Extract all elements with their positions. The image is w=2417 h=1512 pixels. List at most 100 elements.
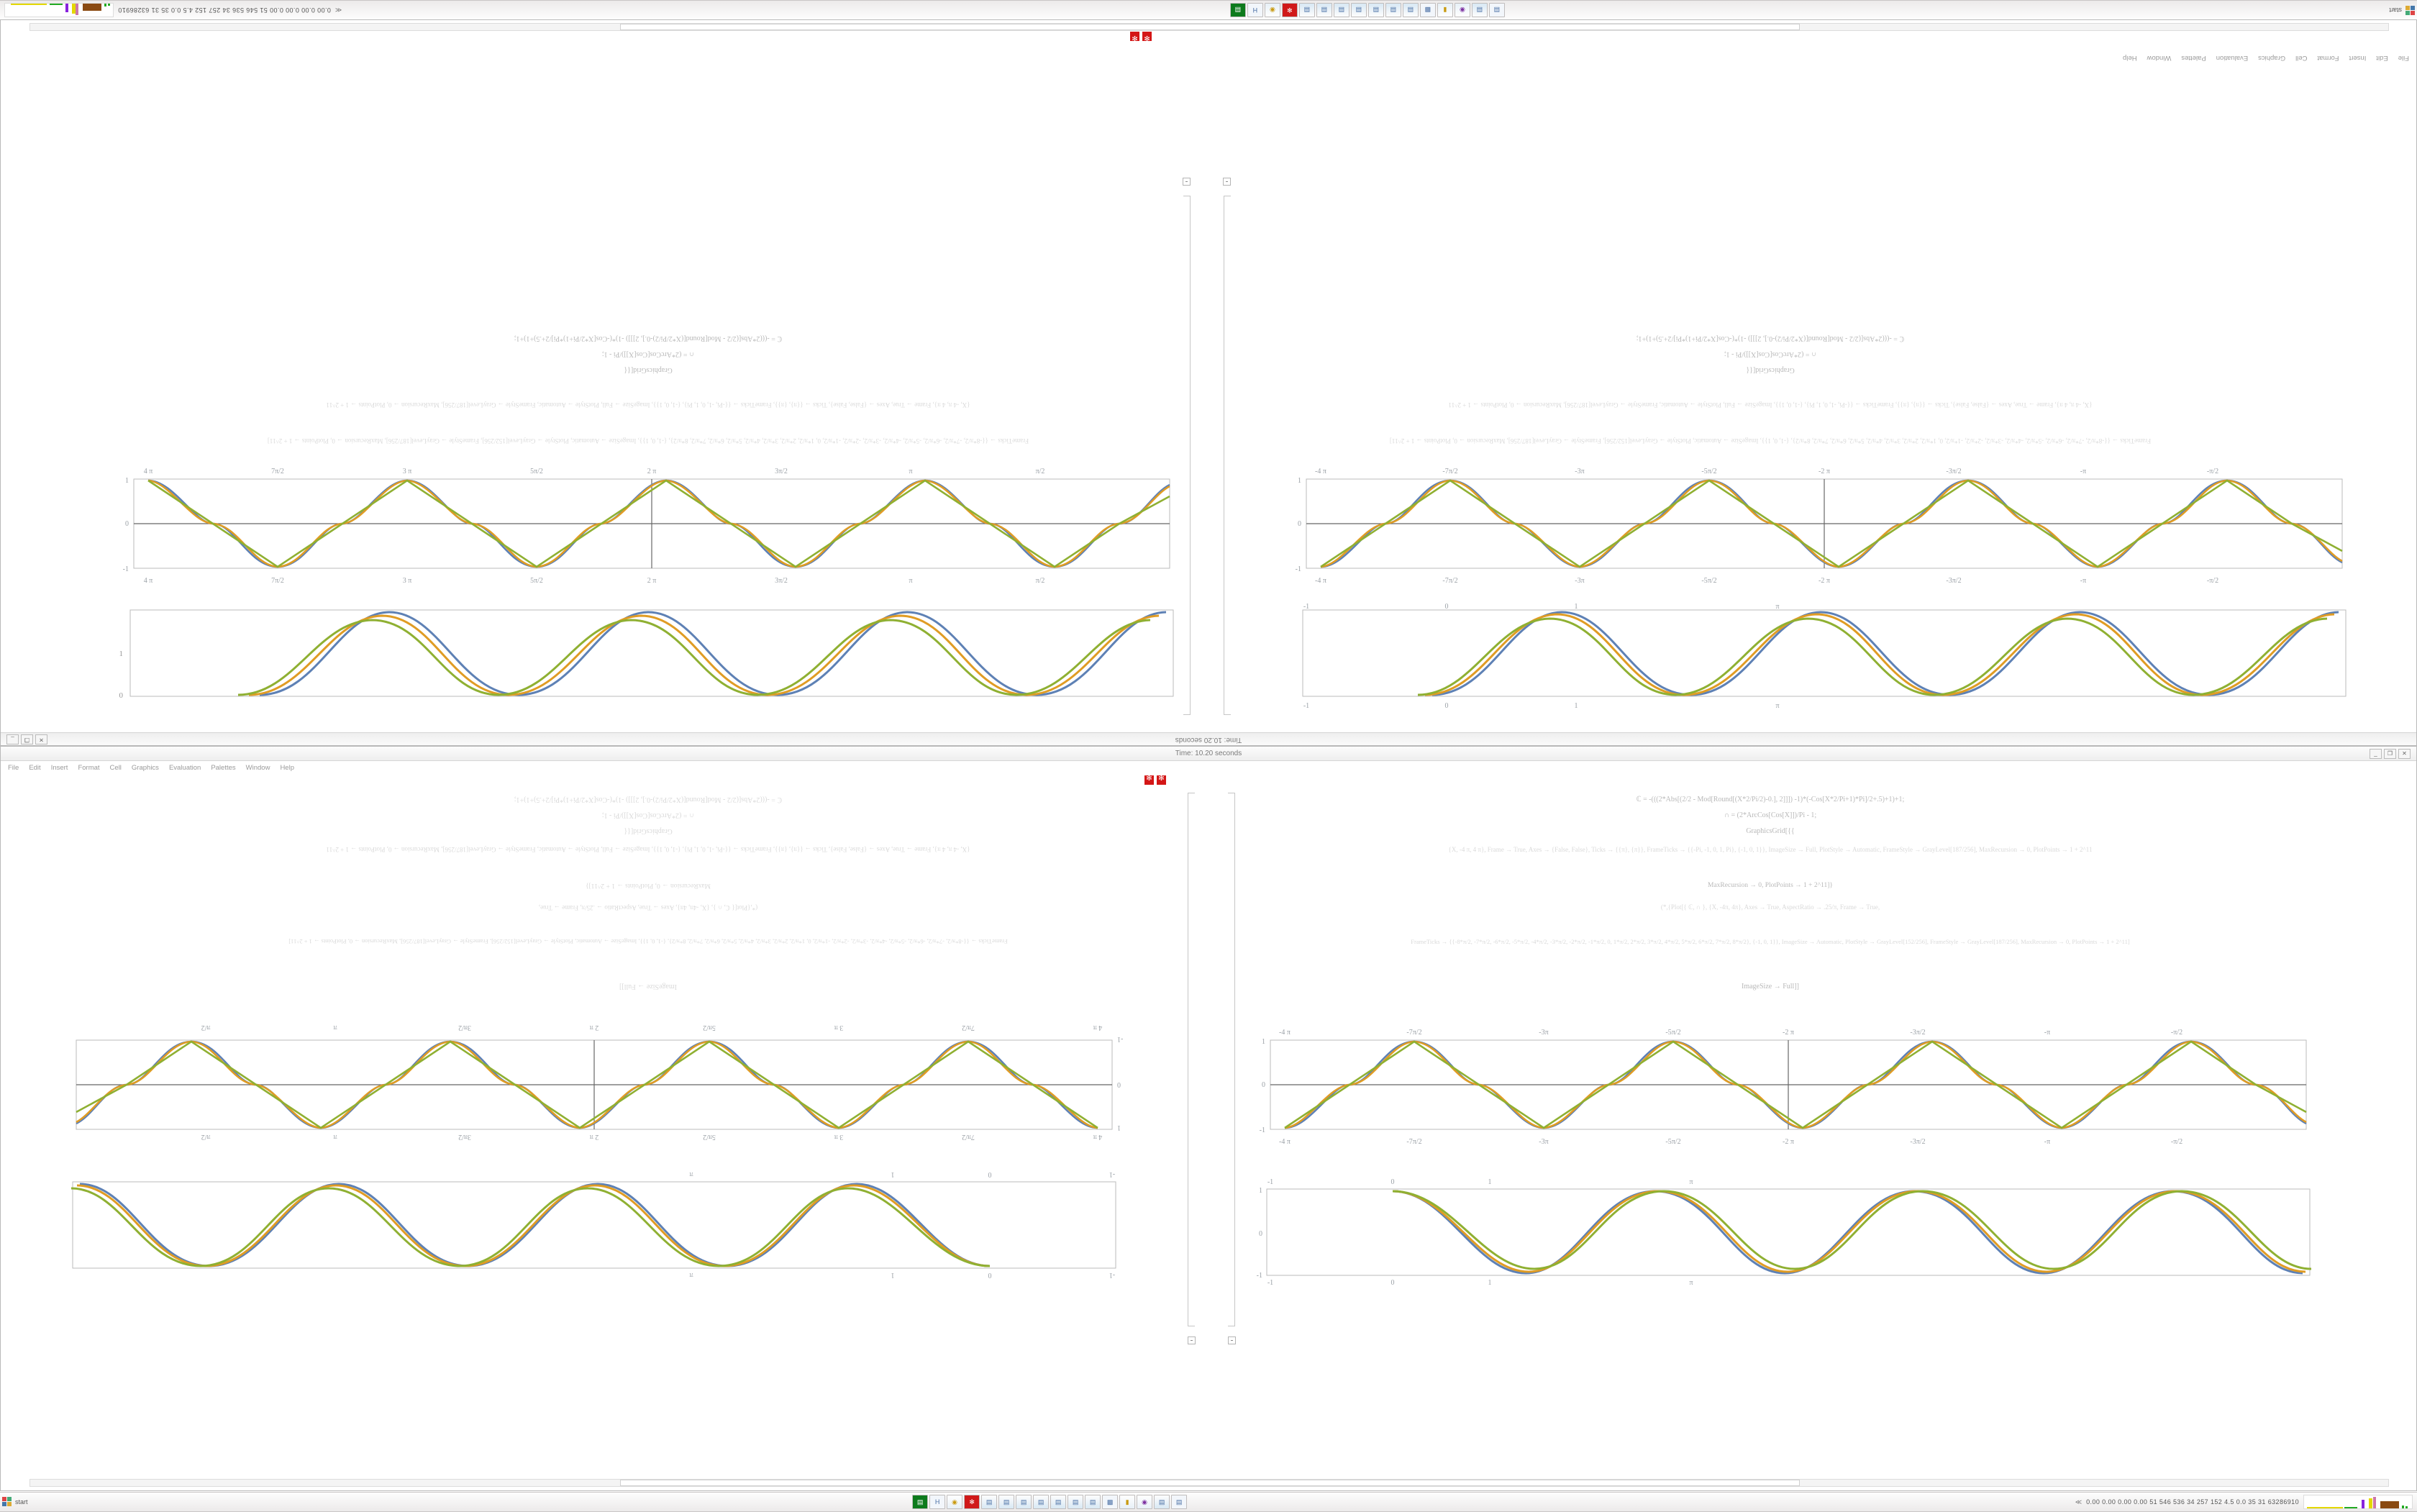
menubar-bottom[interactable]: File Edit Insert Format Cell Graphics Evaluati… [1,762,2416,773]
taskbar-top[interactable]: start ▤ ▤ ◉ ▮ ▩ ▤ ▤ ▤ ▤ ▤ ▤ ▤ ✻ ◉ H ▤ ≪ 0.00 0.00 0.00 … [0,0,2417,20]
taskbar-bottom[interactable]: start ▤ H ◉ ✻ ▤ ▤ ▤ ▤ ▤ ▤ ▤ ▩ ▮ ◉ ▤ ▤ ≪ 0.00 0.00 0.00 … [0,1492,2417,1512]
menu-item-file[interactable]: File [8,763,19,772]
close-button-top[interactable]: ✕ [35,734,47,744]
maximize-button-top[interactable]: ❐ [21,734,33,744]
system-tray-top[interactable]: ≪ 0.00 0.00 0.00 0.00 51 546 536 34 257 … [0,3,346,17]
taskbar-window-13[interactable]: ✻ [963,1495,980,1509]
horizontal-scrollbar-bottom[interactable] [29,1479,2389,1487]
taskbar-window-8[interactable]: ▤ [1368,3,1385,17]
taskbar-window-16[interactable]: ▤ [911,1495,928,1509]
cell-bracket-right[interactable] [1183,196,1191,715]
code-block-bottom-3-mirror[interactable]: FrameTicks → {{-8*π/2, -7*π/2, -6*π/2, -… [288,938,1008,945]
code-line-maxrecursion[interactable]: MaxRecursion → 0, PlotPoints → 1 + 2^11]… [1708,882,1833,889]
code-line-c-bottom-mirror[interactable]: ℂ = -(((2*Abs[(2/2 - Mod[Round[(X*2/Pi/2… [514,796,783,803]
code-block-right-1[interactable]: FrameTicks → {{-8*π/2, -7*π/2, -6*π/2, -… [1389,437,2152,445]
mathematica-icon-b[interactable] [1130,32,1139,41]
code-block-right-2[interactable]: {X, -4 π, 4 π}, Frame → True, Axes → {Fa… [1448,401,2093,409]
taskbar-window-6[interactable]: ▤ [1403,3,1419,17]
menu-item-format[interactable]: Format [78,763,100,772]
code-line-u-bottom[interactable]: ∩ = (2*ArcCos[Cos[X]])/Pi - 1; [1724,811,1817,819]
taskbar-buttons-bottom[interactable]: ▤ H ◉ ✻ ▤ ▤ ▤ ▤ ▤ ▤ ▤ ▩ ▮ ◉ ▤ ▤ [911,1495,1187,1509]
code-block-left-1[interactable]: FrameTicks → {{-8*π/2, -7*π/2, -6*π/2, -… [267,437,1029,445]
code-line-c-right[interactable]: ℂ = -(((2*Abs[(2/2 - Mod[Round[(X*2/Pi/2… [1636,334,1905,342]
taskbar-window-12[interactable]: ▤ [980,1495,997,1509]
maximize-button-bottom[interactable]: ❐ [2384,749,2396,759]
taskbar-window-7[interactable]: ▤ [1067,1495,1083,1509]
tray-expand-icon-bottom[interactable]: ≪ [2075,1498,2083,1506]
menu-item-evaluation[interactable]: Evaluation [2216,54,2249,63]
menu-item-format[interactable]: Format [2317,54,2339,63]
minimize-button-top[interactable]: _ [6,734,19,744]
close-button-bottom[interactable]: ✕ [2398,749,2411,759]
menu-item-edit[interactable]: Edit [2376,54,2388,63]
code-line-u-right[interactable]: ∩ = (2*ArcCos[Cos[X]])/Pi - 1; [1724,350,1817,358]
taskbar-window-11[interactable]: ▤ [1316,3,1333,17]
taskbar-window-4[interactable]: ▮ [1119,1495,1135,1509]
taskbar-window-2[interactable]: ▤ [1153,1495,1170,1509]
mathematica-window-top[interactable]: Time: 10.20 seconds ✕ ❐ _ 0 1 [0,19,2417,746]
taskbar-window-7[interactable]: ▤ [1385,3,1402,17]
mathematica-icon-d[interactable] [1157,775,1166,785]
menu-item-edit[interactable]: Edit [29,763,41,772]
menu-item-window[interactable]: Window [245,763,270,772]
menu-item-palettes[interactable]: Palettes [2181,54,2206,63]
plot-bottom-right-1[interactable]: -4 π -7π/2 -3π -5π/2 -2 π -3π/2 -π -π/2 -4 π -… [1238,1020,2317,1149]
taskbar-window-9[interactable]: ▤ [1351,3,1367,17]
taskbar-window-2[interactable]: ▤ [1472,3,1488,17]
code-line-graphicsgrid-right[interactable]: GraphicsGrid[{{ [1746,366,1795,374]
taskbar-window-11[interactable]: ▤ [998,1495,1014,1509]
taskbar-window-10[interactable]: ▤ [1334,3,1350,17]
taskbar-window-5[interactable]: ▩ [1420,3,1437,17]
window-titlebar-bottom[interactable]: Time: 10.20 seconds [1,747,2416,761]
minimize-button-bottom[interactable]: _ [2370,749,2382,759]
menu-item-graphics[interactable]: Graphics [131,763,159,772]
window-controls-top[interactable]: ✕ ❐ _ [6,734,47,744]
taskbar-window-3[interactable]: ◉ [1455,3,1471,17]
menu-item-cell[interactable]: Cell [109,763,122,772]
code-block-bottom-1-mirror[interactable]: {X, -4 π, 4 π}, Frame → True, Axes → {Fa… [326,846,970,853]
code-line-maxrecursion-mirror[interactable]: MaxRecursion → 0, PlotPoints → 1 + 2^11]… [586,882,711,889]
code-line-u-bottom-mirror[interactable]: ∩ = (2*ArcCos[Cos[X]])/Pi - 1; [601,811,695,819]
mathematica-window-bottom[interactable]: Time: 10.20 seconds _ ❐ ✕ File Edit Insert… [0,746,2417,1491]
taskbar-window-15[interactable]: H [1247,3,1264,17]
menu-item-evaluation[interactable]: Evaluation [168,763,201,772]
taskbar-window-13[interactable]: ✻ [1282,3,1298,17]
plot-bottom-left-2[interactable]: -1 0 1 π -1 0 1 π [65,1171,1144,1286]
scrollbar-thumb-top[interactable] [620,24,1800,30]
taskbar-window-5[interactable]: ▩ [1101,1495,1118,1509]
code-block-bottom-1[interactable]: {X, -4 π, 4 π}, Frame → True, Axes → {Fa… [1448,846,2093,853]
taskbar-window-9[interactable]: ▤ [1032,1495,1049,1509]
window-titlebar-top[interactable]: Time: 10.20 seconds [1,732,2416,745]
taskbar-window-1[interactable]: ▤ [1170,1495,1187,1509]
plot-left-2[interactable]: 4 π 7π/2 3 π 5π/2 2 π 3π/2 π π/2 4 π 7π/2 3 π 5… [101,459,1180,588]
scrollbar-thumb-bottom[interactable] [620,1480,1800,1486]
taskbar-window-12[interactable]: ▤ [1299,3,1316,17]
tray-expand-icon[interactable]: ≪ [334,6,342,14]
plot-top-right[interactable]: -1 0 1 π -1 0 1 π [1274,603,2353,711]
taskbar-window-14[interactable]: ◉ [1265,3,1281,17]
code-block-bottom-3[interactable]: FrameTicks → {{-8*π/2, -7*π/2, -6*π/2, -… [1411,938,2130,945]
mathematica-icon-c[interactable] [1144,775,1154,785]
menubar-top[interactable]: File Edit Insert Format Cell Graphics Evaluati… [1,53,2416,64]
plot-right-2[interactable]: -4 π -7π/2 -3π -5π/2 -2 π -3π/2 -π -π/2 -4 π -… [1274,459,2353,588]
code-line-c-bottom[interactable]: ℂ = -(((2*Abs[(2/2 - Mod[Round[(X*2/Pi/2… [1636,796,1905,803]
plot-bottom-left-1[interactable]: 4 π 7π/2 3 π 5π/2 2 π 3π/2 π π/2 4 π 7π/2 3 π 5… [65,1020,1144,1149]
system-tray-bottom[interactable]: ≪ 0.00 0.00 0.00 0.00 51 546 536 34 257 … [2071,1495,2417,1509]
code-line-u-left[interactable]: ∩ = (2*ArcCos[Cos[X]])/Pi - 1; [601,350,695,358]
taskbar-window-16[interactable]: ▤ [1230,3,1247,17]
taskbar-window-6[interactable]: ▤ [1084,1495,1101,1509]
cell-bracket-left[interactable] [1224,196,1231,715]
menu-item-insert[interactable]: Insert [2349,54,2367,63]
taskbar-window-15[interactable]: H [929,1495,945,1509]
taskbar-window-3[interactable]: ◉ [1136,1495,1152,1509]
menu-item-file[interactable]: File [2398,54,2409,63]
cell-bracket-left-b[interactable] [1188,793,1195,1326]
taskbar-window-14[interactable]: ◉ [946,1495,962,1509]
taskbar-window-1[interactable]: ▤ [1489,3,1506,17]
menu-item-insert[interactable]: Insert [50,763,68,772]
taskbar-window-4[interactable]: ▮ [1437,3,1454,17]
toolbar-top[interactable] [1130,32,1152,41]
cell-collapse-handle-c[interactable] [1188,1336,1196,1344]
code-line-gg-bottom-mirror[interactable]: GraphicsGrid[{{ [624,827,673,835]
code-line-graphicsgrid-left[interactable]: GraphicsGrid[{{ [624,366,673,374]
